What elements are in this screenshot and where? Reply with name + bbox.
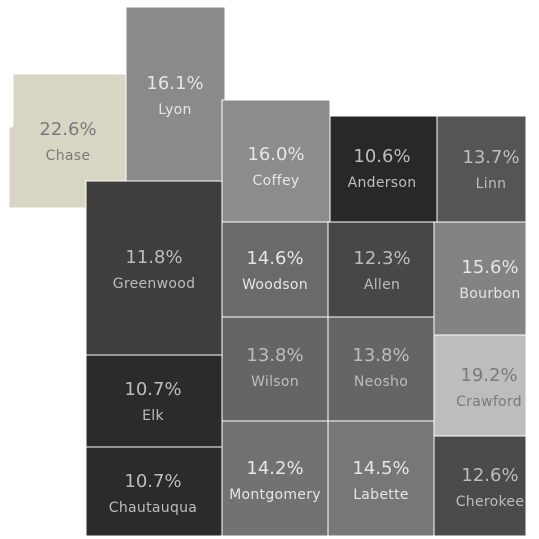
county-name: Lyon [158,102,191,118]
county-name: Cherokee [456,494,525,510]
county-name: Elk [142,408,164,424]
county [125,6,226,182]
county [85,180,223,356]
county [436,115,527,223]
county-value: 15.6% [461,257,518,278]
county-name: Allen [364,277,400,293]
county-value: 11.8% [125,247,182,268]
county [327,221,435,318]
county [221,316,329,422]
county-value: 10.7% [124,471,181,492]
county-value: 14.2% [246,458,303,479]
county-value: 12.6% [461,465,518,486]
county-name: Montgomery [229,487,321,503]
county [433,435,527,537]
county-name: Crawford [456,394,522,410]
county-name: Neosho [354,374,408,390]
county [433,221,527,336]
county-value: 14.6% [246,248,303,269]
county-value: 13.7% [462,147,519,168]
county-name: Labette [353,487,409,503]
county-name: Greenwood [113,276,196,292]
county-value: 13.8% [246,345,303,366]
county-name: Chase [46,148,91,164]
county [329,115,438,223]
county-name: Chautauqua [109,500,197,516]
county-name: Linn [476,176,507,192]
county [221,221,329,318]
county-value: 12.3% [353,248,410,269]
county-value: 10.6% [353,146,410,167]
county-name: Woodson [242,277,308,293]
county-name: Wilson [251,374,299,390]
county-value: 16.0% [247,144,304,165]
county-name: Bourbon [459,286,520,302]
county [327,316,435,422]
county-value: 16.1% [146,73,203,94]
county-name: Anderson [348,175,417,191]
county-value: 10.7% [124,379,181,400]
county-value: 13.8% [352,345,409,366]
county [85,354,223,448]
county-value: 22.6% [39,119,96,140]
county-value: 19.2% [460,365,517,386]
county-value: 14.5% [352,458,409,479]
county-name: Coffey [253,173,300,189]
